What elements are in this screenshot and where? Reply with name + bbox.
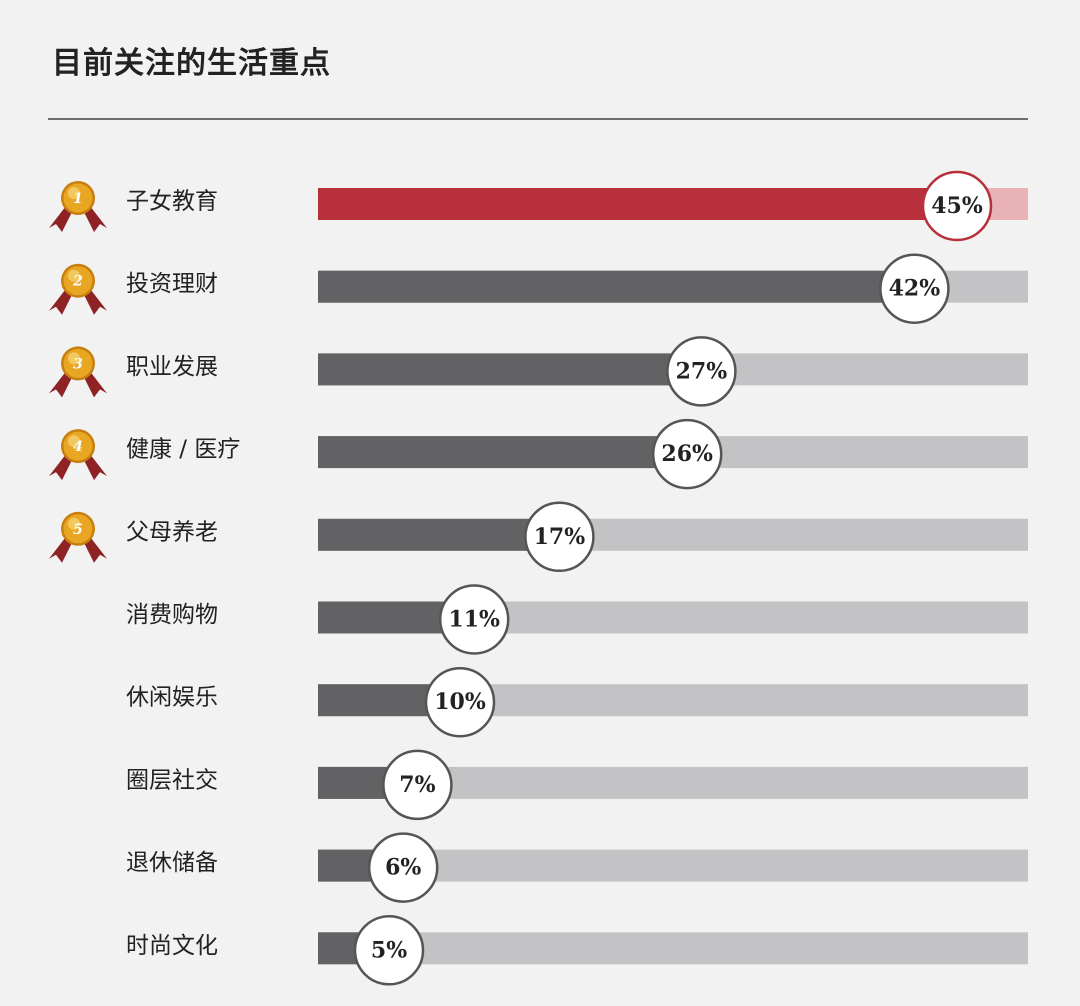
value-circle — [921, 170, 993, 242]
bar-row: 圈层社交 7% — [126, 749, 1028, 821]
medal-icon: 3 — [49, 346, 107, 398]
data-label: 10% — [434, 689, 486, 715]
medal-ribbon-right — [82, 454, 107, 481]
medal-icon: 1 — [49, 181, 107, 232]
value-circle — [353, 915, 425, 986]
bar-row: 父母养老 17% 5 — [49, 501, 1028, 573]
category-label: 职业发展 — [126, 354, 218, 380]
medal-ribbon-left — [49, 371, 74, 398]
medal-ribbon-right — [82, 206, 107, 232]
medal-ribbon-left — [49, 206, 74, 232]
data-label: 42% — [889, 276, 941, 302]
medal-ribbon-right — [82, 371, 107, 398]
medal-icon: 5 — [49, 511, 107, 563]
bar-row: 消费购物 11% — [126, 584, 1028, 655]
category-label: 健康 / 医疗 — [126, 437, 240, 463]
page-title: 目前关注的生活重点 — [52, 46, 331, 81]
value-circle — [651, 418, 723, 490]
bar-row: 子女教育 45% 1 — [49, 170, 1028, 242]
medal-shine — [68, 269, 80, 282]
bar-track — [318, 932, 1028, 965]
value-circle — [666, 336, 737, 407]
medal-icon: 4 — [49, 429, 107, 481]
medal-icon: 2 — [49, 263, 107, 315]
category-label: 父母养老 — [126, 519, 218, 545]
title-divider — [48, 118, 1028, 120]
medal-rank: 1 — [73, 191, 83, 207]
value-circle — [424, 666, 496, 738]
medal-shine — [68, 187, 80, 199]
medal-ribbon-left — [49, 536, 74, 563]
medal-rank: 3 — [73, 356, 83, 372]
medal-ribbon-left — [49, 288, 74, 315]
value-circle — [367, 832, 439, 903]
value-circle — [382, 749, 453, 821]
data-label: 11% — [448, 607, 500, 633]
category-label: 退休储备 — [126, 850, 218, 876]
bar — [318, 436, 688, 469]
medal-shine — [68, 435, 80, 448]
category-label: 时尚文化 — [126, 933, 218, 959]
medal-ribbon-right — [82, 536, 107, 563]
medal-ribbon-left — [49, 454, 74, 481]
bar-row: 时尚文化 5% — [126, 915, 1028, 986]
category-label: 休闲娱乐 — [126, 685, 218, 711]
bar — [318, 353, 702, 386]
category-label: 消费购物 — [126, 602, 218, 628]
medal-rank: 2 — [72, 274, 83, 290]
bar — [318, 270, 915, 303]
bar-row: 退休储备 6% — [126, 832, 1028, 903]
medal-rank: 4 — [73, 439, 83, 455]
medal-shine — [68, 517, 80, 530]
category-label: 子女教育 — [126, 189, 218, 215]
bar-row: 职业发展 27% 3 — [49, 336, 1028, 407]
medal-shine — [68, 352, 80, 365]
data-label: 27% — [676, 358, 728, 384]
data-label: 6% — [385, 855, 421, 881]
value-circle — [879, 253, 950, 324]
category-label: 圈层社交 — [126, 767, 218, 793]
bar — [318, 518, 560, 551]
bar — [318, 188, 957, 220]
bar-row: 休闲娱乐 10% — [126, 666, 1028, 738]
medal-rank: 5 — [73, 522, 83, 538]
data-label: 45% — [931, 193, 983, 219]
data-label: 17% — [534, 524, 586, 550]
data-label: 26% — [661, 441, 713, 467]
value-circle — [524, 501, 595, 573]
data-label: 5% — [371, 937, 407, 963]
medal-ribbon-right — [82, 288, 107, 315]
category-label: 投资理财 — [126, 271, 218, 297]
value-circle — [438, 584, 510, 655]
bar-row: 投资理财 42% 2 — [49, 253, 1028, 324]
bar-row: 健康 / 医疗 26% 4 — [49, 418, 1028, 490]
data-label: 7% — [399, 772, 435, 798]
